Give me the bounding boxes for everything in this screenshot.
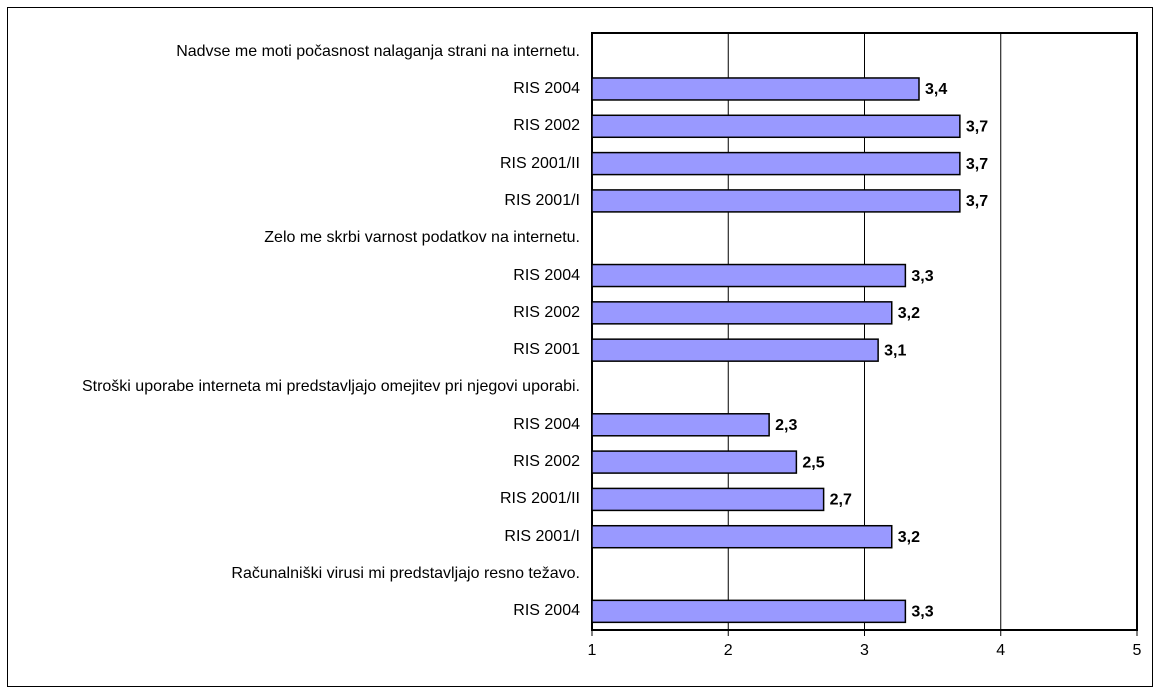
category-label: Stroški uporabe interneta mi predstavlja… (80, 376, 580, 398)
bar (591, 338, 879, 362)
x-tick-label: 2 (724, 642, 733, 659)
bar (591, 413, 770, 437)
value-label: 2,3 (775, 417, 797, 434)
category-label: RIS 2004 (80, 78, 580, 100)
category-text: RIS 2004 (513, 415, 580, 433)
bar (591, 524, 893, 549)
bar (591, 189, 961, 213)
value-label: 3,1 (884, 342, 906, 359)
category-label: Računalniški virusi mi predstavljajo res… (80, 563, 580, 585)
x-tick-label: 5 (1133, 642, 1142, 659)
category-label: RIS 2001 (80, 339, 580, 361)
value-label: 3,2 (898, 529, 920, 546)
bar (591, 450, 798, 474)
category-label: RIS 2001/I (80, 190, 580, 212)
category-text: RIS 2002 (513, 303, 580, 321)
value-label: 3,7 (966, 119, 988, 136)
category-text: RIS 2001/II (499, 154, 580, 172)
value-label: 3,2 (898, 305, 920, 322)
category-text: RIS 2002 (513, 117, 580, 135)
value-label: 3,4 (925, 81, 947, 98)
category-text: RIS 2004 (513, 602, 580, 620)
bar (591, 487, 825, 512)
value-label: 2,7 (830, 492, 852, 509)
category-label: RIS 2004 (80, 414, 580, 436)
bar (591, 77, 920, 101)
value-label: 2,5 (802, 454, 824, 471)
bar (591, 151, 961, 176)
category-text: Stroški uporabe interneta mi predstavlja… (81, 378, 580, 396)
category-label: RIS 2002 (80, 115, 580, 137)
category-label: RIS 2001/II (80, 488, 580, 510)
value-label: 3,3 (911, 604, 933, 621)
category-text: Zelo me skrbi varnost podatkov na intern… (264, 229, 580, 247)
category-text: RIS 2001/II (499, 490, 580, 508)
x-tick-label: 3 (860, 642, 869, 659)
category-label: RIS 2004 (80, 600, 580, 622)
category-label: RIS 2001/I (80, 526, 580, 548)
frame (7, 7, 1153, 687)
bar (591, 263, 907, 288)
category-label: RIS 2001/II (80, 153, 580, 175)
category-text: Računalniški virusi mi predstavljajo res… (231, 565, 580, 583)
bar (591, 599, 907, 624)
category-label: Zelo me skrbi varnost podatkov na intern… (80, 227, 580, 249)
category-text: RIS 2001/I (504, 527, 580, 545)
category-label: Nadvse me moti počasnost nalaganja stran… (80, 41, 580, 63)
category-text: RIS 2002 (513, 453, 580, 471)
value-label: 3,7 (966, 193, 988, 210)
category-text: RIS 2001/I (504, 191, 580, 209)
category-text: RIS 2001 (513, 341, 580, 359)
category-label: RIS 2002 (80, 451, 580, 473)
value-label: 3,3 (911, 268, 933, 285)
x-tick-label: 4 (996, 642, 1005, 659)
bar (591, 301, 893, 325)
plot-area (591, 32, 1138, 631)
x-tick-label: 1 (588, 642, 597, 659)
category-text: Nadvse me moti počasnost nalaganja stran… (176, 42, 580, 60)
category-text: RIS 2004 (513, 266, 580, 284)
category-label: RIS 2002 (80, 302, 580, 324)
bar (591, 114, 961, 139)
category-text: RIS 2004 (513, 79, 580, 97)
category-label: RIS 2004 (80, 265, 580, 287)
value-label: 3,7 (966, 156, 988, 173)
